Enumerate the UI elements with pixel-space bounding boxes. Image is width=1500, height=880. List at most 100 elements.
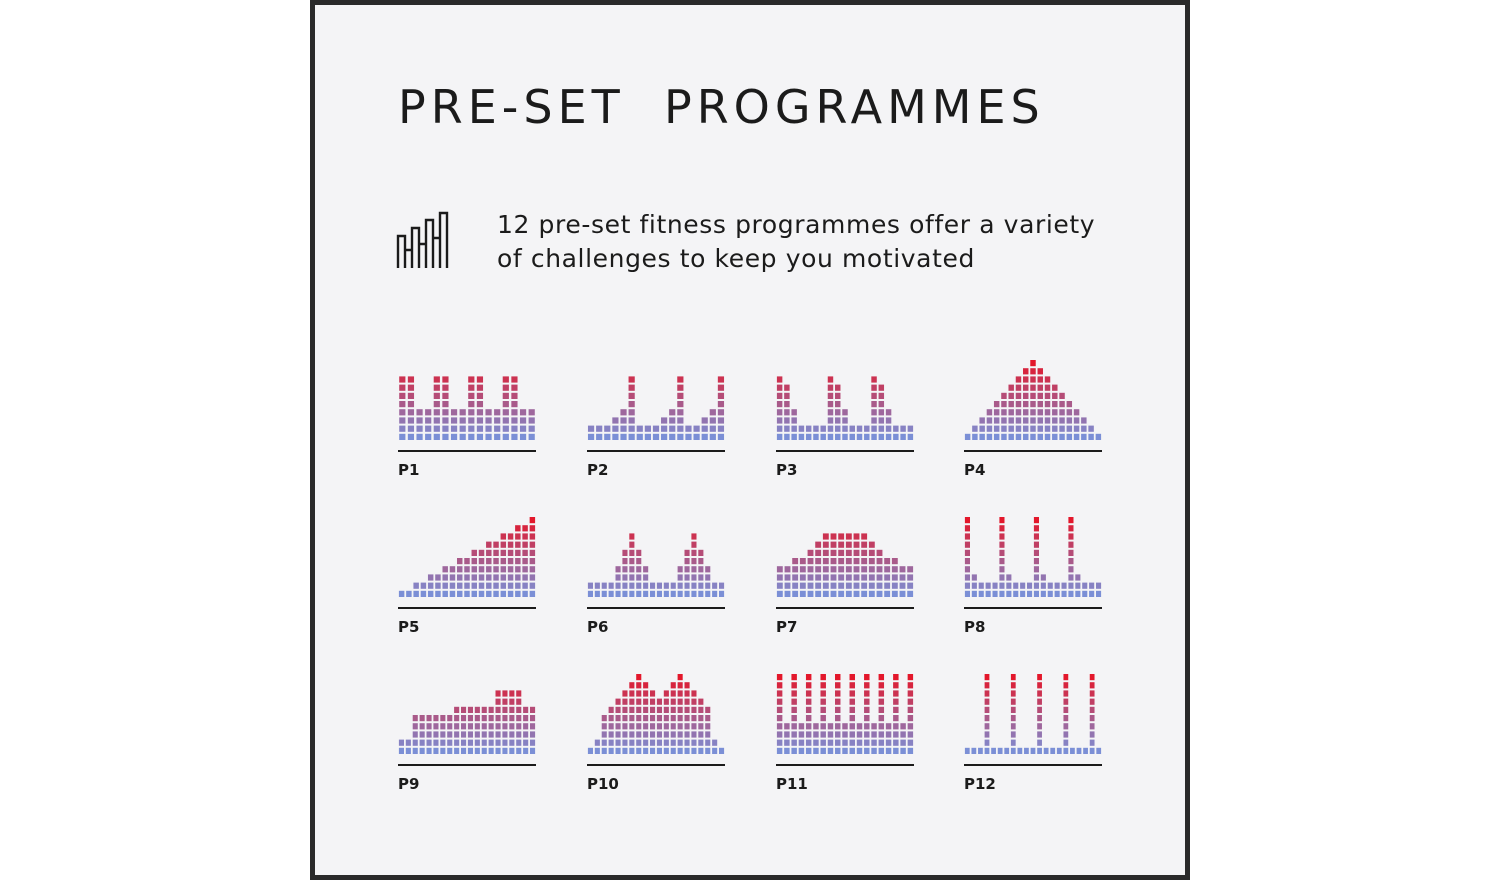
level-block <box>442 433 449 440</box>
level-block <box>1030 376 1036 383</box>
level-block <box>979 425 985 432</box>
level-bar <box>871 723 877 754</box>
level-block <box>820 674 826 681</box>
level-block <box>1063 731 1069 738</box>
level-block <box>511 425 518 432</box>
level-block <box>643 723 649 730</box>
level-block <box>440 715 446 722</box>
level-block <box>1068 549 1074 556</box>
level-bar <box>891 558 898 597</box>
level-bar <box>984 674 990 754</box>
level-block <box>1030 417 1036 424</box>
level-block <box>522 525 528 532</box>
level-block <box>853 549 860 556</box>
level-block <box>792 558 799 565</box>
level-block <box>907 706 914 713</box>
level-block <box>485 425 492 432</box>
level-block <box>1008 433 1014 440</box>
level-block <box>1015 376 1022 383</box>
level-block <box>799 566 806 573</box>
level-block <box>656 739 662 746</box>
level-block <box>629 715 635 722</box>
level-block <box>426 731 432 738</box>
level-block <box>670 706 676 713</box>
level-block <box>999 558 1005 565</box>
level-block <box>1023 368 1029 375</box>
level-block <box>628 401 635 408</box>
level-block <box>878 401 885 408</box>
level-block <box>1059 409 1065 416</box>
level-block <box>677 401 684 408</box>
level-block <box>684 549 690 556</box>
level-block <box>1027 590 1033 597</box>
level-block <box>1008 409 1014 416</box>
level-block <box>643 715 649 722</box>
level-block <box>685 433 692 440</box>
level-block <box>476 409 484 416</box>
level-block <box>622 706 628 713</box>
level-block <box>476 384 484 391</box>
level-bar <box>705 706 711 754</box>
level-block <box>522 558 528 565</box>
level-block <box>495 698 501 705</box>
level-block <box>849 674 855 681</box>
level-block <box>805 723 812 730</box>
level-block <box>900 433 906 440</box>
level-block <box>791 715 797 722</box>
level-block <box>1010 706 1016 713</box>
level-block <box>457 558 463 565</box>
level-block <box>813 731 819 738</box>
level-block <box>500 582 507 589</box>
level-bar <box>612 417 619 440</box>
level-bar <box>656 698 662 754</box>
level-block <box>509 698 515 705</box>
level-block <box>399 384 406 391</box>
level-block <box>528 409 535 416</box>
level-bar <box>419 715 425 754</box>
level-block <box>420 582 427 589</box>
level-block <box>481 731 487 738</box>
level-bar <box>502 376 509 440</box>
level-block <box>878 433 885 440</box>
level-block <box>853 533 860 540</box>
level-block <box>835 384 841 391</box>
level-block <box>507 582 514 589</box>
level-block <box>515 574 521 581</box>
level-block <box>406 590 412 597</box>
level-block <box>1066 425 1073 432</box>
level-block <box>964 433 971 440</box>
level-block <box>805 698 812 705</box>
level-block <box>636 715 642 722</box>
level-block <box>622 731 628 738</box>
level-block <box>830 574 837 581</box>
level-block <box>522 541 528 548</box>
level-block <box>884 574 891 581</box>
level-block <box>907 582 914 589</box>
level-block <box>670 690 676 697</box>
level-block <box>984 690 990 697</box>
level-block <box>677 409 684 416</box>
level-block <box>1037 731 1042 738</box>
level-block <box>669 409 676 416</box>
level-block <box>807 566 814 573</box>
level-block <box>474 715 480 722</box>
level-block <box>853 566 860 573</box>
level-bar <box>677 674 683 754</box>
level-block <box>1073 433 1080 440</box>
level-block <box>529 541 536 548</box>
level-block <box>663 715 669 722</box>
level-block <box>628 376 635 383</box>
level-bar <box>1075 574 1081 597</box>
programme-label: P2 <box>587 461 608 479</box>
level-block <box>643 731 649 738</box>
level-bar <box>1052 384 1058 440</box>
level-block <box>835 433 841 440</box>
level-block <box>416 409 423 416</box>
level-block <box>1037 674 1042 681</box>
level-bar <box>835 384 841 440</box>
level-bar <box>1089 674 1095 754</box>
level-block <box>596 433 603 440</box>
level-block <box>515 541 521 548</box>
level-block <box>670 723 676 730</box>
level-block <box>845 541 852 548</box>
